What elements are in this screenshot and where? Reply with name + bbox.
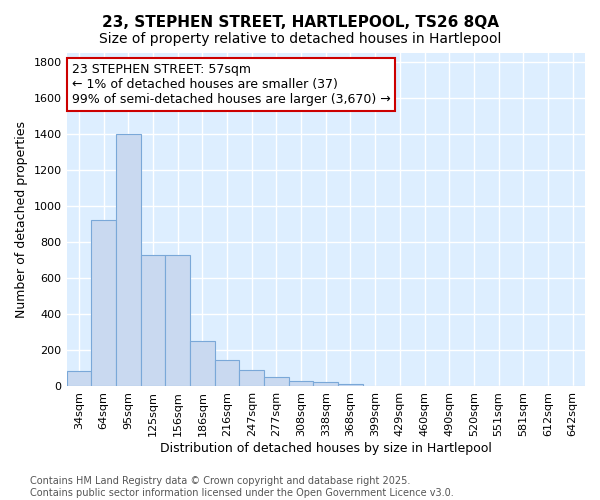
X-axis label: Distribution of detached houses by size in Hartlepool: Distribution of detached houses by size … (160, 442, 492, 455)
Bar (239, 370, 264, 386)
Bar (116, 134, 140, 386)
Text: Contains HM Land Registry data © Crown copyright and database right 2025.
Contai: Contains HM Land Registry data © Crown c… (30, 476, 454, 498)
Text: 23, STEPHEN STREET, HARTLEPOOL, TS26 8QA: 23, STEPHEN STREET, HARTLEPOOL, TS26 8QA (101, 15, 499, 30)
Text: Size of property relative to detached houses in Hartlepool: Size of property relative to detached ho… (99, 32, 501, 46)
Bar (67, 371, 91, 386)
Text: 23 STEPHEN STREET: 57sqm
← 1% of detached houses are smaller (37)
99% of semi-de: 23 STEPHEN STREET: 57sqm ← 1% of detache… (72, 62, 391, 106)
Bar (215, 360, 239, 386)
Bar (313, 382, 338, 386)
Bar (91, 220, 116, 386)
Bar (289, 381, 313, 386)
Bar (165, 254, 190, 386)
Bar (140, 254, 165, 386)
Bar (338, 384, 363, 386)
Bar (190, 342, 215, 386)
Bar (264, 378, 289, 386)
Y-axis label: Number of detached properties: Number of detached properties (15, 121, 28, 318)
